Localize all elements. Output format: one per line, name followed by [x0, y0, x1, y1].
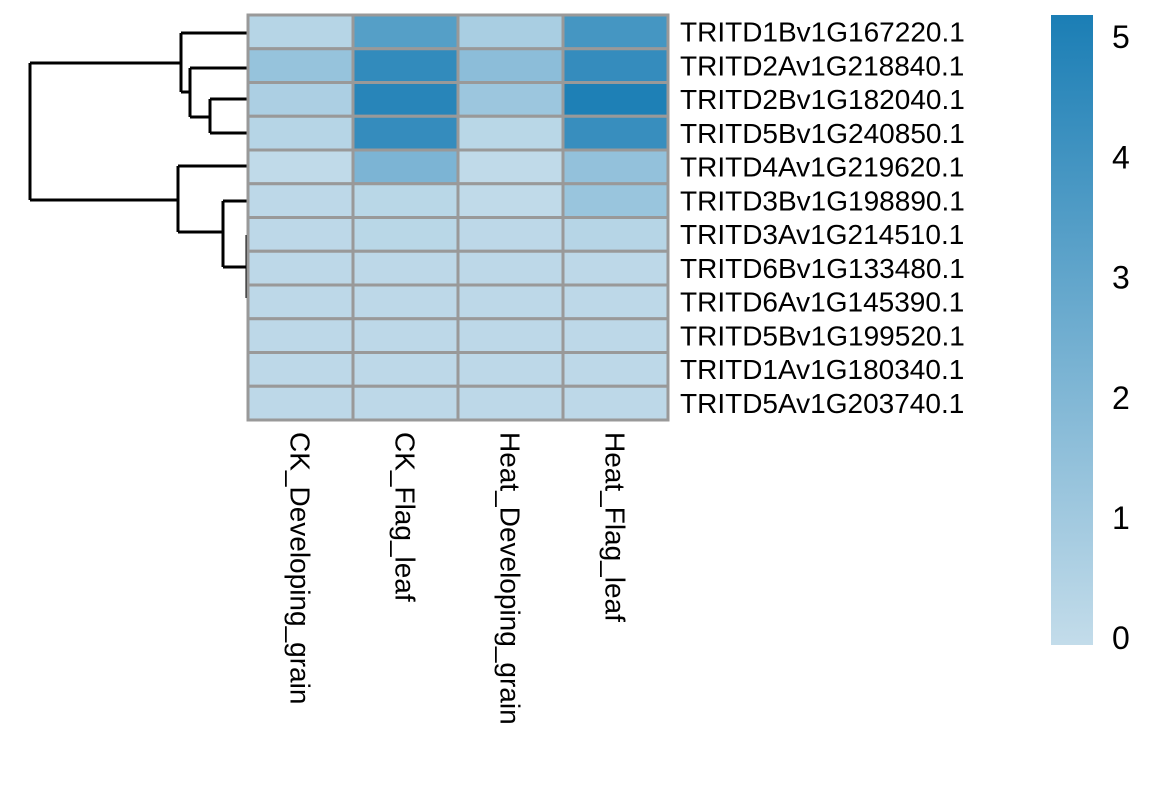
- heatmap-cell: [561, 148, 670, 186]
- colorbar-tick-label: 2: [1112, 380, 1130, 416]
- heatmap-cell: [246, 13, 355, 51]
- heatmap-cell: [246, 114, 355, 152]
- heatmap-cell: [456, 47, 565, 84]
- heatmap-cell: [456, 317, 565, 354]
- column-label: CK_Flag_leaf: [390, 432, 421, 602]
- heatmap-cell: [351, 249, 460, 287]
- heatmap-cell: [561, 283, 670, 321]
- heatmap-cell: [351, 384, 460, 422]
- row-label: TRITD6Av1G145390.1: [680, 287, 964, 318]
- row-label: TRITD2Bv1G182040.1: [680, 84, 965, 115]
- heatmap-cell: [561, 384, 670, 422]
- colorbar-tick-label: 1: [1112, 500, 1130, 536]
- heatmap-cell: [351, 81, 460, 118]
- colorbar-tick-label: 3: [1112, 260, 1130, 296]
- colorbar: 5 4 3 2 1 0: [1051, 15, 1130, 656]
- row-label: TRITD6Bv1G133480.1: [680, 253, 965, 284]
- heatmap-cell: [456, 283, 565, 321]
- heatmap-cell: [561, 182, 670, 219]
- heatmap-cell: [246, 148, 355, 186]
- heatmap-cell: [456, 114, 565, 152]
- heatmap-cell: [351, 283, 460, 321]
- colorbar-tick-label: 5: [1112, 19, 1130, 55]
- heatmap-cell: [456, 182, 565, 219]
- heatmap-cell: [246, 384, 355, 422]
- heatmap-cell: [351, 47, 460, 84]
- heatmap-grid: [246, 13, 670, 422]
- row-label: TRITD5Av1G203740.1: [680, 388, 964, 419]
- column-labels: CK_Developing_grain CK_Flag_leaf Heat_Deve…: [285, 432, 631, 725]
- row-labels: TRITD1Bv1G167220.1TRITD2Av1G218840.1TRIT…: [680, 17, 965, 419]
- heatmap-cell: [456, 13, 565, 51]
- colorbar-gradient: [1051, 15, 1093, 645]
- column-label: Heat_Developing_grain: [495, 432, 526, 725]
- column-label: Heat_Flag_leaf: [600, 432, 631, 622]
- heatmap-cell: [246, 216, 355, 253]
- row-label: TRITD1Av1G180340.1: [680, 354, 964, 385]
- heatmap-cell: [561, 351, 670, 388]
- heatmap-cell: [351, 182, 460, 219]
- row-label: TRITD2Av1G218840.1: [680, 50, 964, 81]
- heatmap-cell: [456, 81, 565, 118]
- heatmap-cell: [561, 13, 670, 51]
- heatmap-cell: [561, 81, 670, 118]
- row-dendrogram: [28, 31, 249, 300]
- colorbar-tick-label: 0: [1112, 620, 1130, 656]
- heatmap-cell: [351, 351, 460, 388]
- heatmap-cell: [246, 81, 355, 118]
- heatmap-cell: [456, 148, 565, 186]
- heatmap-cell: [561, 114, 670, 152]
- heatmap-cell: [246, 249, 355, 287]
- heatmap-cell: [456, 351, 565, 388]
- row-label: TRITD4Av1G219620.1: [680, 152, 964, 183]
- row-label: TRITD1Bv1G167220.1: [680, 17, 965, 48]
- heatmap-cell: [351, 317, 460, 354]
- heatmap-cell: [456, 384, 565, 422]
- heatmap-cell: [456, 216, 565, 253]
- heatmap-cell: [456, 249, 565, 287]
- heatmap-cell: [246, 283, 355, 321]
- row-label: TRITD5Bv1G240850.1: [680, 118, 965, 149]
- heatmap-cell: [561, 216, 670, 253]
- row-label: TRITD5Bv1G199520.1: [680, 320, 965, 351]
- heatmap-cell: [561, 249, 670, 287]
- heatmap-cell: [246, 182, 355, 219]
- row-label: TRITD3Av1G214510.1: [680, 219, 964, 250]
- row-label: TRITD3Bv1G198890.1: [680, 185, 965, 216]
- heatmap-cell: [246, 351, 355, 388]
- heatmap-cell: [351, 13, 460, 51]
- heatmap-cell: [561, 47, 670, 84]
- heatmap-cell: [351, 114, 460, 152]
- heatmap-cell: [246, 317, 355, 354]
- colorbar-tick-label: 4: [1112, 139, 1130, 175]
- heatmap-cell: [561, 317, 670, 354]
- heatmap-cell: [246, 47, 355, 84]
- heatmap-cell: [351, 148, 460, 186]
- heatmap-cell: [351, 216, 460, 253]
- column-label: CK_Developing_grain: [285, 432, 316, 704]
